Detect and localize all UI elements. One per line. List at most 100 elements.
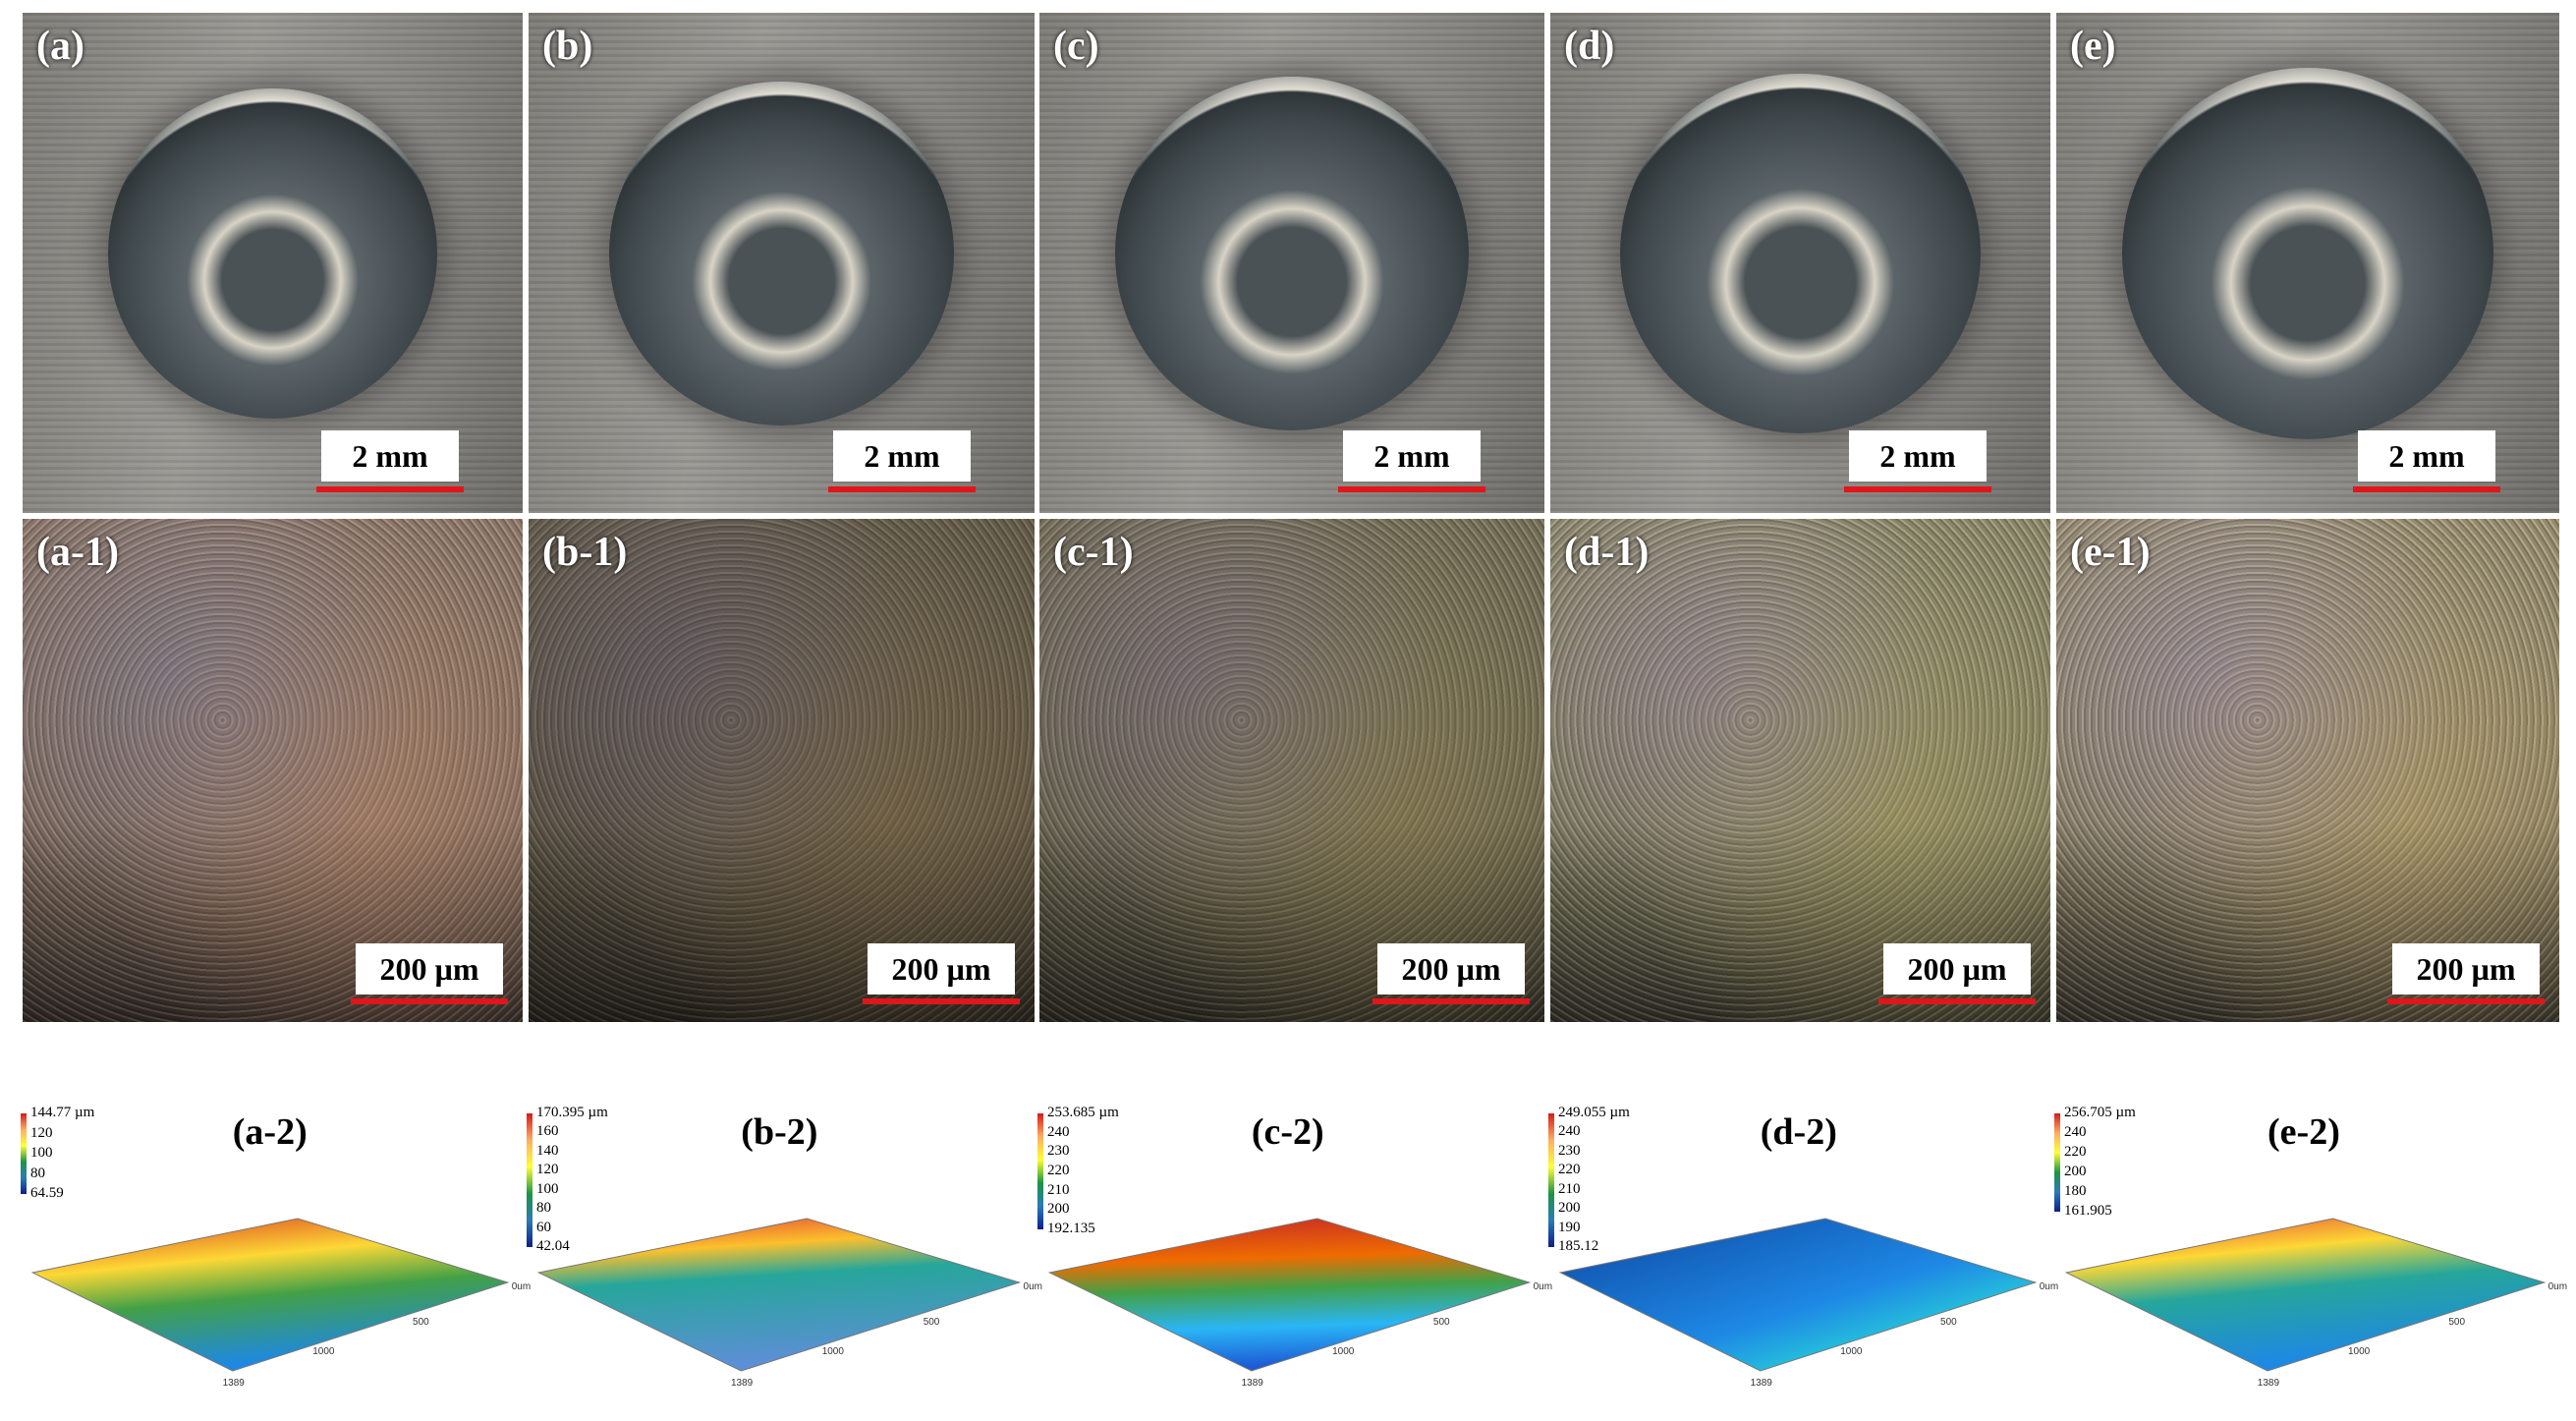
colorbar-label: 210 (1047, 1181, 1070, 1198)
dent (2121, 67, 2494, 440)
scale-bar-label: 200 µm (1377, 943, 1525, 995)
colorbar-label: 144.77 µm (30, 1105, 95, 1120)
colorbar-label: 249.055 µm (1558, 1105, 1630, 1120)
colorbar-label: 170.395 µm (536, 1105, 608, 1120)
axis-label: 0um (1534, 1281, 1552, 1292)
dent (609, 81, 954, 426)
surface (536, 1218, 1022, 1372)
photo-panel: (a) 2 mm (23, 13, 523, 513)
axis-label: 500 (2448, 1317, 2465, 1328)
panel-label: (c) (1053, 24, 1099, 69)
scale-bar-label: 2 mm (1849, 430, 1987, 482)
scale-bar-label: 200 µm (356, 943, 503, 995)
micrograph-panel (23, 519, 523, 1022)
scale-bar (1338, 486, 1485, 492)
scale-bar (1372, 998, 1530, 1004)
axis-label: 500 (924, 1317, 940, 1328)
micrograph-panel (1550, 519, 2050, 1022)
panel-label: (b-1) (542, 530, 628, 575)
colorbar-label: 210 (1558, 1180, 1581, 1197)
micrograph-labels: (e-1) 200 µm (2056, 519, 2559, 1022)
colorbar-label: 240 (1558, 1123, 1581, 1140)
scale-bar (1878, 998, 2036, 1004)
micrograph-labels: (d-1) 200 µm (1550, 519, 2050, 1022)
panel-label: (e-1) (2070, 530, 2151, 575)
axis-label: 1389 (731, 1378, 754, 1389)
colorbar (1548, 1113, 1554, 1247)
surface (1558, 1218, 2038, 1372)
axis-label: 500 (413, 1317, 429, 1328)
scale-bar (316, 486, 464, 492)
scale-bar-label: 200 µm (1883, 943, 2031, 995)
scale-bar-label: 200 µm (868, 943, 1015, 995)
scale-bar-label: 2 mm (833, 430, 971, 482)
panel-label: (d-2) (1760, 1111, 1837, 1153)
surface (2064, 1218, 2547, 1372)
panel-label: (b-2) (741, 1111, 818, 1153)
axis-label: 500 (1433, 1317, 1450, 1328)
panel-label: (a) (36, 24, 84, 69)
colorbar-label: 100 (536, 1180, 559, 1197)
micrograph-labels: (c-1) 200 µm (1039, 519, 1544, 1022)
scale-bar-label: 2 mm (321, 430, 459, 482)
colorbar-label: 230 (1047, 1143, 1070, 1160)
colorbar-label: 161.905 (2064, 1203, 2112, 1219)
colorbar-label: 140 (536, 1142, 559, 1159)
colorbar-label: 256.705 µm (2064, 1105, 2136, 1120)
colorbar-label: 220 (2064, 1144, 2087, 1160)
axis-label: 1389 (1751, 1378, 1773, 1389)
colorbar-label: 240 (1047, 1123, 1070, 1140)
micrograph-labels: (a-1) 200 µm (23, 519, 523, 1022)
colorbar-label: 230 (1558, 1142, 1581, 1159)
colorbar-label: 120 (30, 1124, 53, 1141)
scale-bar (828, 486, 976, 492)
colorbar-label: 64.59 (30, 1185, 64, 1201)
colorbar-label: 220 (1558, 1162, 1581, 1178)
surface (30, 1218, 510, 1372)
panel-label: (d) (1564, 24, 1615, 69)
scale-bar (2353, 486, 2500, 492)
panel-label: (c-1) (1053, 530, 1134, 575)
scale-bar-label: 2 mm (1343, 430, 1481, 482)
photo-panel: (b) 2 mm (529, 13, 1035, 513)
panel-label: (a-1) (36, 530, 119, 575)
colorbar-label: 100 (30, 1145, 53, 1161)
scale-bar-label: 2 mm (2358, 430, 2495, 482)
dent (1115, 77, 1469, 430)
colorbar-label: 120 (536, 1162, 559, 1178)
panel-label: (d-1) (1564, 530, 1650, 575)
axis-label: 1389 (223, 1378, 246, 1389)
panel-label: (e-2) (2268, 1111, 2340, 1153)
axis-label: 0um (2040, 1281, 2058, 1292)
photo-panel: (c) 2 mm (1039, 13, 1544, 513)
axis-label: 1000 (822, 1346, 845, 1357)
micrograph-labels: (b-1) 200 µm (529, 519, 1035, 1022)
colorbar-label: 60 (536, 1219, 551, 1235)
scale-bar (863, 998, 1020, 1004)
dent (1620, 73, 1981, 434)
colorbar-label: 180 (2064, 1183, 2087, 1199)
colorbar-label: 200 (1558, 1200, 1581, 1217)
colorbar-label: 160 (536, 1123, 559, 1140)
axis-label: 1000 (1332, 1346, 1355, 1357)
colorbar-label: 220 (1047, 1163, 1070, 1178)
colorbar-label: 190 (1558, 1219, 1581, 1235)
micrograph-panel (1039, 519, 1544, 1022)
colorbar-label: 240 (2064, 1124, 2087, 1140)
colorbar (21, 1113, 27, 1194)
micrograph-panel (529, 519, 1035, 1022)
scale-bar (2387, 998, 2545, 1004)
axis-label: 1389 (2258, 1378, 2280, 1389)
axis-label: 1000 (2348, 1346, 2371, 1357)
axis-label: 1000 (312, 1346, 335, 1357)
axis-label: 0um (1024, 1281, 1042, 1292)
colorbar-label: 42.04 (536, 1238, 570, 1254)
colorbar-label: 200 (2064, 1164, 2087, 1179)
photo-panel: (d) 2 mm (1550, 13, 2050, 513)
panel-label: (a-2) (232, 1111, 308, 1153)
surface (1047, 1218, 1532, 1372)
scale-bar (1844, 486, 1991, 492)
colorbar-label: 192.135 (1047, 1221, 1095, 1236)
